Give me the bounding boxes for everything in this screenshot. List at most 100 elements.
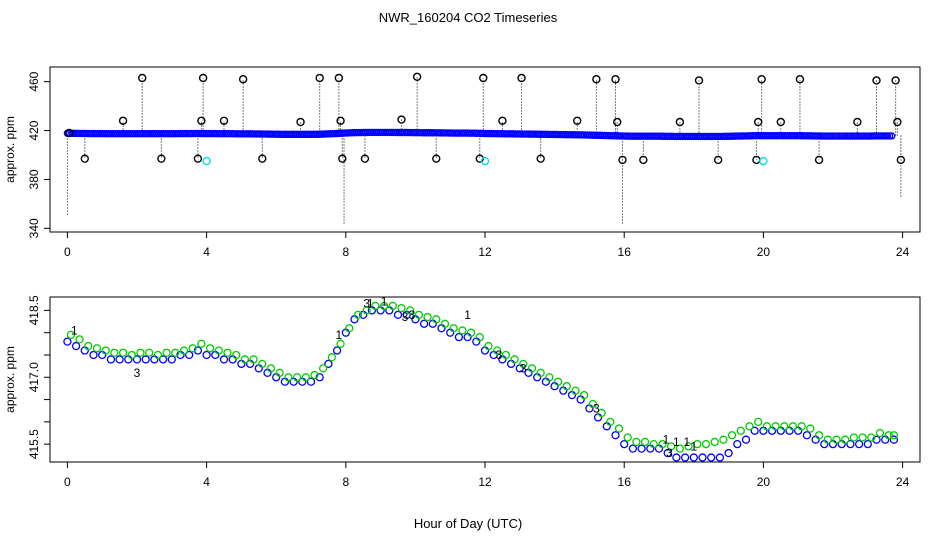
blue-point xyxy=(63,337,72,346)
green-point xyxy=(266,364,276,373)
blue-digit-marker: 3 xyxy=(402,310,409,324)
blue-point xyxy=(637,444,646,453)
green-point xyxy=(223,348,232,357)
black-point xyxy=(296,117,305,127)
green-point xyxy=(458,326,467,335)
green-point xyxy=(75,335,84,344)
blue-point xyxy=(132,355,142,364)
green-point xyxy=(875,428,885,438)
blue-point xyxy=(872,435,881,444)
blue-point xyxy=(628,444,638,453)
blue-point xyxy=(202,350,211,360)
black-point xyxy=(611,75,620,84)
green-point xyxy=(205,344,215,353)
green-point xyxy=(214,346,223,355)
green-point xyxy=(371,301,380,311)
blue-point xyxy=(71,341,81,351)
green-point xyxy=(858,433,867,442)
blue-point xyxy=(324,359,333,369)
green-point xyxy=(484,341,493,351)
blue-digit-marker: 3 xyxy=(520,361,527,375)
black-point xyxy=(753,117,763,127)
green-point xyxy=(867,433,876,442)
green-point xyxy=(719,435,728,444)
blue-point xyxy=(863,440,872,449)
blue-point xyxy=(724,448,733,458)
green-point xyxy=(814,431,824,440)
cyan-point xyxy=(202,156,211,166)
green-point xyxy=(397,303,406,313)
green-point xyxy=(597,408,606,418)
black-point xyxy=(713,155,723,165)
y-tick-label: 418.5 xyxy=(27,295,41,325)
green-point xyxy=(449,324,458,333)
x-tick-label: 4 xyxy=(203,245,210,259)
chart-title: NWR_160204 CO2 Timeseries xyxy=(379,10,558,25)
y-tick-label: 415.5 xyxy=(27,429,41,459)
black-point xyxy=(64,128,74,138)
green-point xyxy=(684,442,693,451)
blue-point xyxy=(689,453,698,462)
green-point xyxy=(788,422,798,431)
blue-point xyxy=(141,355,150,364)
green-point xyxy=(310,370,319,380)
green-point xyxy=(632,437,641,447)
green-point xyxy=(475,332,484,342)
green-point xyxy=(623,433,632,442)
y-tick-label: 380 xyxy=(27,169,41,189)
green-point xyxy=(571,386,580,395)
green-point xyxy=(423,312,432,322)
green-point xyxy=(510,355,519,364)
green-point xyxy=(327,353,337,362)
green-point xyxy=(249,355,258,364)
green-point xyxy=(406,306,415,315)
green-point xyxy=(292,373,302,382)
black-point xyxy=(694,76,704,85)
y-tick-label: 460 xyxy=(27,71,41,91)
blue-point xyxy=(885,132,894,140)
green-point xyxy=(188,344,197,353)
green-point xyxy=(501,350,511,360)
blue-point xyxy=(854,440,864,449)
blue-point xyxy=(332,346,342,355)
black-point xyxy=(891,76,900,85)
black-point xyxy=(80,154,90,163)
green-point xyxy=(519,359,528,369)
green-point xyxy=(649,440,658,449)
blue-point xyxy=(158,355,168,364)
x-tick-label: 0 xyxy=(64,475,71,489)
green-point xyxy=(179,346,189,355)
black-point xyxy=(193,154,203,163)
plot-frame xyxy=(49,66,921,233)
green-point xyxy=(432,315,441,324)
green-point xyxy=(232,350,241,360)
green-point xyxy=(345,324,354,333)
x-tick-label: 20 xyxy=(757,475,771,489)
green-point xyxy=(710,437,719,447)
green-point xyxy=(553,377,563,386)
green-point xyxy=(66,330,76,340)
blue-point xyxy=(672,453,681,462)
green-point xyxy=(754,417,763,427)
x-tick-label: 24 xyxy=(896,245,910,259)
green-point xyxy=(319,364,328,373)
blue-point xyxy=(733,440,742,449)
green-point xyxy=(240,355,250,364)
marks-layer xyxy=(63,72,906,225)
x-tick-label: 8 xyxy=(342,475,349,489)
green-point xyxy=(823,435,832,444)
green-point xyxy=(493,346,502,355)
black-point xyxy=(613,117,622,127)
green-point xyxy=(101,346,110,355)
blue-point xyxy=(219,355,229,364)
green-point xyxy=(336,339,345,348)
blue-point xyxy=(663,448,672,458)
black-point xyxy=(776,117,785,127)
green-point xyxy=(362,306,371,315)
green-point xyxy=(658,440,667,449)
green-point xyxy=(745,422,754,431)
green-point xyxy=(780,422,789,431)
blue-point xyxy=(393,310,403,319)
